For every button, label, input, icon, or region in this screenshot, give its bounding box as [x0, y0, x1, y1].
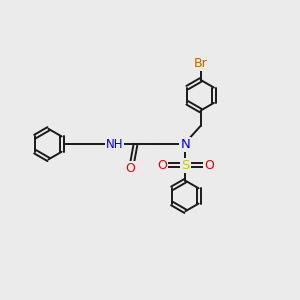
- Text: S: S: [181, 159, 190, 172]
- Text: O: O: [157, 159, 167, 172]
- Text: O: O: [126, 162, 136, 175]
- Text: O: O: [204, 159, 214, 172]
- Text: Br: Br: [194, 57, 208, 70]
- Text: NH: NH: [106, 138, 123, 151]
- Text: N: N: [181, 138, 190, 151]
